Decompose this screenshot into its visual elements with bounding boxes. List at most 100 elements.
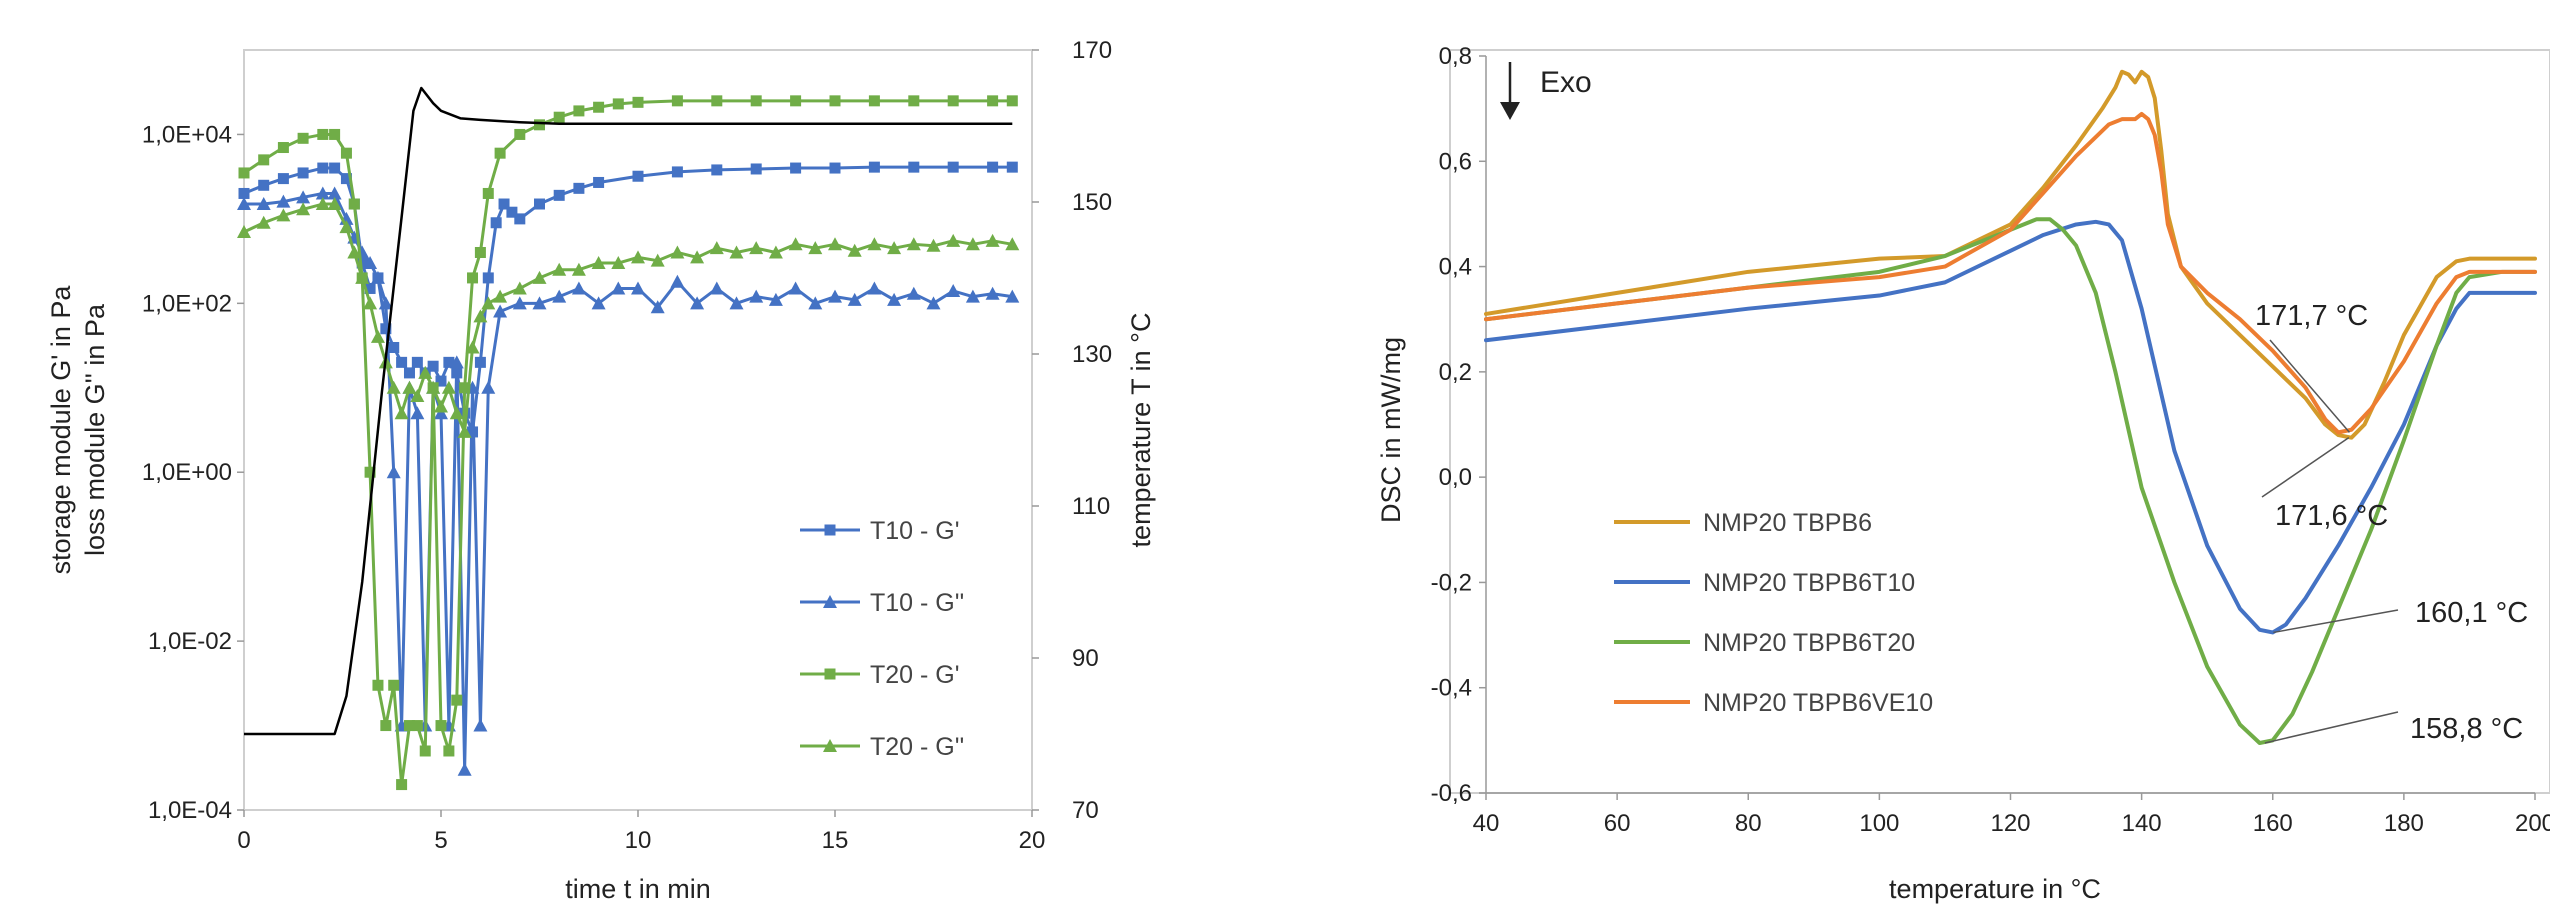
data-point [396, 779, 407, 790]
data-point [410, 406, 424, 419]
dsc-y-tick-label: -0,6 [1431, 780, 1472, 807]
data-point [278, 142, 289, 153]
data-point [751, 163, 762, 174]
data-point [513, 281, 527, 294]
data-point [436, 720, 447, 731]
plot-frame-dsc [1450, 50, 2550, 793]
y-tick-label: 1,0E-02 [148, 628, 232, 655]
dsc-x-tick-label: 60 [1604, 810, 1631, 837]
annotation-leader [2270, 340, 2349, 432]
data-point [790, 95, 801, 106]
y2-tick-label: 70 [1072, 797, 1099, 824]
annotation-label: 171,6 °C [2275, 500, 2388, 532]
y2-tick-label: 150 [1072, 189, 1112, 216]
dsc-series-line [1486, 72, 2535, 438]
data-point [388, 342, 399, 353]
data-point [869, 162, 880, 173]
data-point [475, 247, 486, 258]
data-point [711, 164, 722, 175]
data-point [341, 148, 352, 159]
x-tick-label: 5 [434, 827, 447, 854]
data-point [751, 95, 762, 106]
dsc-x-axis-label: temperature in °C [1889, 874, 2101, 904]
data-point [907, 287, 921, 300]
data-point [672, 95, 683, 106]
legend-label: T20 - G'' [870, 733, 964, 761]
data-point [475, 357, 486, 368]
dsc-series-line [1486, 114, 2535, 432]
dsc-x-tick-label: 180 [2384, 810, 2424, 837]
data-point [278, 173, 289, 184]
data-point [534, 199, 545, 210]
dsc-y-tick-label: 0,8 [1439, 43, 1472, 70]
right-legend: NMP20 TBPB6NMP20 TBPB6T10NMP20 TBPB6T20N… [1614, 509, 1933, 717]
data-point [573, 183, 584, 194]
dsc-legend-label: NMP20 TBPB6VE10 [1703, 689, 1933, 717]
data-point [670, 275, 684, 288]
data-point [514, 213, 525, 224]
temperature-line [244, 88, 1012, 734]
exo-label: Exo [1540, 66, 1592, 99]
data-point [491, 217, 502, 228]
data-point [867, 281, 881, 294]
left-legend: T10 - G'T10 - G''T20 - G'T20 - G'' [800, 517, 964, 761]
data-point [869, 95, 880, 106]
data-point [672, 166, 683, 177]
dsc-y-axis-label: DSC in mW/mg [1376, 337, 1406, 523]
data-point [483, 188, 494, 199]
data-point [396, 357, 407, 368]
dsc-legend-label: NMP20 TBPB6T10 [1703, 569, 1915, 597]
y-tick-label: 1,0E+02 [142, 290, 232, 317]
data-point [495, 148, 506, 159]
data-point [613, 98, 624, 109]
data-point [534, 119, 545, 130]
annotation-leader [2262, 438, 2349, 497]
y-tick-label: 1,0E+04 [142, 121, 232, 148]
data-point [670, 245, 684, 258]
down-arrow-icon [1500, 102, 1520, 120]
data-point [481, 296, 495, 309]
data-point [372, 680, 383, 691]
x-tick-label: 20 [1019, 827, 1046, 854]
annotation-label: 171,7 °C [2255, 300, 2368, 332]
dsc-y-tick-label: 0,4 [1439, 254, 1472, 281]
dsc-x-tick-label: 160 [2253, 810, 2293, 837]
data-point [483, 272, 494, 283]
data-point [710, 281, 724, 294]
data-point [239, 167, 250, 178]
data-point [458, 763, 472, 776]
data-point [317, 129, 328, 140]
right-axis-ticks: 40 60 80 100 120 140 160 180 200 -0,6 -0,4 -0,2 0,0 0… [1431, 43, 2550, 837]
data-point [927, 296, 941, 309]
data-point [395, 406, 409, 419]
data-point [420, 745, 431, 756]
data-point [987, 95, 998, 106]
y-axis-label-2: loss module G'' in Pa [80, 303, 110, 556]
data-point [554, 190, 565, 201]
dsc-legend-label: NMP20 TBPB6T20 [1703, 629, 1915, 657]
data-point [298, 167, 309, 178]
data-point [380, 720, 391, 731]
legend-label: T10 - G'' [870, 589, 964, 617]
data-point [329, 129, 340, 140]
data-point [749, 241, 763, 254]
dsc-x-tick-label: 100 [1859, 810, 1899, 837]
data-point [363, 296, 377, 309]
data-point [258, 180, 269, 191]
data-point [481, 381, 495, 394]
data-point [908, 95, 919, 106]
data-point [428, 361, 439, 372]
dsc-y-tick-label: 0,2 [1439, 359, 1472, 386]
data-point [451, 695, 462, 706]
data-point [572, 281, 586, 294]
x-tick-label: 10 [625, 827, 652, 854]
data-point [317, 163, 328, 174]
y2-tick-label: 170 [1072, 37, 1112, 64]
left-axis-ticks: 0 5 10 15 201,0E-041,0E-021,0E+001,0E+021,0E… [142, 37, 1112, 854]
data-point [443, 745, 454, 756]
legend-marker [825, 669, 836, 680]
y-tick-label: 1,0E-04 [148, 797, 232, 824]
data-point [402, 381, 416, 394]
dsc-x-tick-label: 120 [1990, 810, 2030, 837]
